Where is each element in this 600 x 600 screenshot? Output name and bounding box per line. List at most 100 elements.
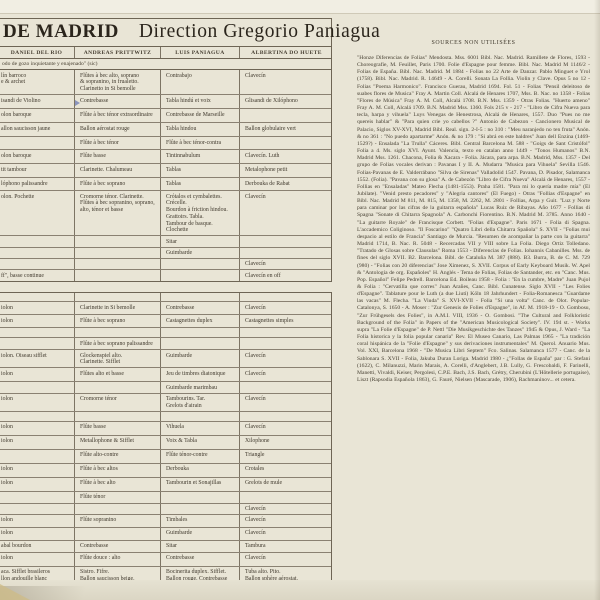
- table-cell: Glockenspiel alto. Clarinette. Sifflet: [74, 350, 160, 368]
- table-cell: [0, 293, 74, 301]
- paper-top-edge: [0, 0, 600, 14]
- paper-right-edge: [594, 0, 600, 600]
- table-cell: Clavecín: [239, 258, 333, 270]
- table-cell: Vihuela: [160, 421, 239, 435]
- table-cell: iolon: [1, 480, 13, 487]
- table-cell: [160, 293, 239, 302]
- table-cell: Clavecín en off: [239, 270, 333, 282]
- table-cell: Castagnettes duplex: [160, 315, 239, 328]
- paper-bottom-edge: [0, 580, 600, 600]
- table-row: olon baroque Flûte à bec ténor extraordin…: [0, 108, 331, 122]
- table-row: Flûte à bec soprano palissandre: [0, 337, 331, 350]
- table-cell: Glisandi de Xilóphono: [239, 95, 333, 108]
- table-cell: Bocinerita duplex. Sifflet. Ballon rouge…: [160, 566, 239, 591]
- table-cell: [74, 382, 160, 393]
- table-row: [0, 293, 333, 302]
- performer-name: ALBERTINA DO HUETE: [239, 47, 333, 58]
- table-cell: Tabla hindou: [160, 123, 239, 136]
- table-cell: lóphono palissandre: [1, 180, 48, 187]
- table-cell: [74, 247, 160, 258]
- table-cell: Xilophone: [239, 435, 333, 449]
- table-cell: Flûte à bec soprano palissandre: [74, 338, 160, 350]
- table-cell: Sitar: [160, 540, 239, 552]
- table-cell: lín barroco e & archet: [1, 72, 27, 86]
- table-row: Flûte alto-contre Flûte ténor-contre Trian…: [0, 448, 333, 463]
- table-cell: Flûte à bec soprano: [74, 178, 160, 190]
- table-cell: [0, 248, 74, 258]
- table-cell: Tabla hindú et voix: [160, 95, 239, 108]
- table-row: Flûte à bec ténor Flûte à bec ténor-contr…: [0, 136, 331, 149]
- table-cell: Flûte ténor: [74, 491, 160, 503]
- table-cell: tit tambour: [1, 166, 27, 173]
- table-cell: Tablas: [160, 164, 239, 177]
- table-cell: [0, 328, 74, 337]
- table-cell: [160, 491, 239, 503]
- table-row: iolon Flûte sopranino Timbales Clavecín: [0, 513, 331, 527]
- table-cell: [0, 137, 74, 149]
- table-cell: [239, 293, 333, 302]
- table-row: tit tambour Clarinette. Chalumeau Tablas Me…: [0, 163, 331, 177]
- table-cell: Sitar: [160, 236, 239, 247]
- table-cell: Metallophone & Sifflet: [74, 435, 160, 449]
- table-cell: Flûte à bec alto: [74, 477, 160, 491]
- table-cell: [239, 109, 333, 122]
- table-row: iolon Flûte à bec altos Derbouka Crotales: [0, 462, 331, 477]
- table-cell: [239, 247, 333, 258]
- table-row: iolon Flûte à bec soprano Castagnettes dup…: [0, 314, 331, 328]
- table-cell: [239, 328, 333, 338]
- table-cell: Clavecín: [239, 368, 333, 382]
- ensemble-title: DE MADRID: [3, 21, 119, 42]
- table-row: olon baroque Flûte basse Tintinnabulum Clav…: [0, 149, 331, 163]
- table-cell: [0, 450, 74, 463]
- direction-title: Direction Gregorio Paniagua: [138, 21, 381, 42]
- table-cell: [74, 236, 160, 247]
- table-row: iolon Clarinette in Si bemolle Contrebasse…: [0, 301, 331, 315]
- liner-note: odo de gozo inquietante y enajenado" (si…: [0, 59, 331, 70]
- table-cell: olon baroque: [1, 111, 32, 118]
- table-cell: [0, 492, 74, 503]
- table-cell: olon. Pochette: [1, 193, 35, 200]
- table-cell: iolon: [1, 304, 13, 311]
- table-cell: Clavecín: [239, 421, 333, 435]
- table-cell: iolon: [1, 317, 13, 324]
- table-cell: isandi de Violino: [1, 97, 41, 104]
- corner-wedge: [0, 584, 30, 600]
- table-cell: iolon: [1, 370, 13, 377]
- table-cell: [160, 258, 239, 270]
- table-cell: Contrebasse: [74, 95, 160, 108]
- table-row: olon. Pochette Cromorne ténor. Clarinette…: [0, 190, 331, 236]
- table-cell: Flûte ténor-contre: [160, 449, 239, 463]
- table-row: Clavecín: [0, 257, 333, 270]
- header: DE MADRID Direction Gregorio Paniagua: [0, 19, 380, 47]
- table-cell: Flûtes alto et basse: [74, 368, 160, 382]
- table-cell: ff", basse continue: [1, 272, 44, 279]
- table-cell: [239, 137, 333, 149]
- table-cell: Flûte basse: [74, 150, 160, 163]
- table-row: iolon. Oiseau sifflet Glockenspiel alto. …: [0, 349, 331, 368]
- table-cell: Flûte à bec ténor-contra: [160, 137, 239, 149]
- table-row: iolon Flûte basse Vihuela Clavecín: [0, 420, 333, 435]
- instrument-table-section-1: DE MADRID Direction Gregorio Paniagua DA…: [0, 18, 380, 283]
- table-cell: abal bourdon: [1, 543, 32, 550]
- table-cell: iolon: [1, 466, 13, 473]
- table-cell: [160, 270, 239, 282]
- table-cell: Flûtes à bec alto, soprano & sopranino, …: [74, 70, 160, 94]
- table-cell: Clavecín: [239, 70, 333, 94]
- table-cell: [74, 328, 160, 338]
- sources-text: "Honze Diferencias de Folias" Mendosta. …: [357, 55, 590, 384]
- table-cell: Triangle: [239, 449, 333, 463]
- table-cell: [0, 236, 74, 246]
- table-row: iolon Flûte douce : alto Contrebasse Clavec…: [0, 551, 331, 566]
- table-row: allon saucisson jaune Ballon aérostat rou…: [0, 122, 331, 136]
- table-row: iolon Cromorne ténor Tambourins. Tar. Grel…: [0, 392, 331, 411]
- table-cell: [0, 504, 74, 514]
- table-cell: Tambourin et Sonajillas: [160, 477, 239, 491]
- table-cell: Flûte alto-contre: [74, 449, 160, 463]
- table-cell: Contrebasse de Marseille: [160, 109, 239, 122]
- table-cell: Flûte à bec ténor: [74, 137, 160, 149]
- table-cell: Derbouka de Rabat: [239, 178, 333, 190]
- table-row: Guimbarde: [0, 246, 333, 258]
- table-cell: Flûte basse: [74, 421, 160, 435]
- table-row: lín barroco e & archet Flûtes à bec alto,…: [0, 70, 331, 94]
- table-cell: Derbouka: [160, 463, 239, 477]
